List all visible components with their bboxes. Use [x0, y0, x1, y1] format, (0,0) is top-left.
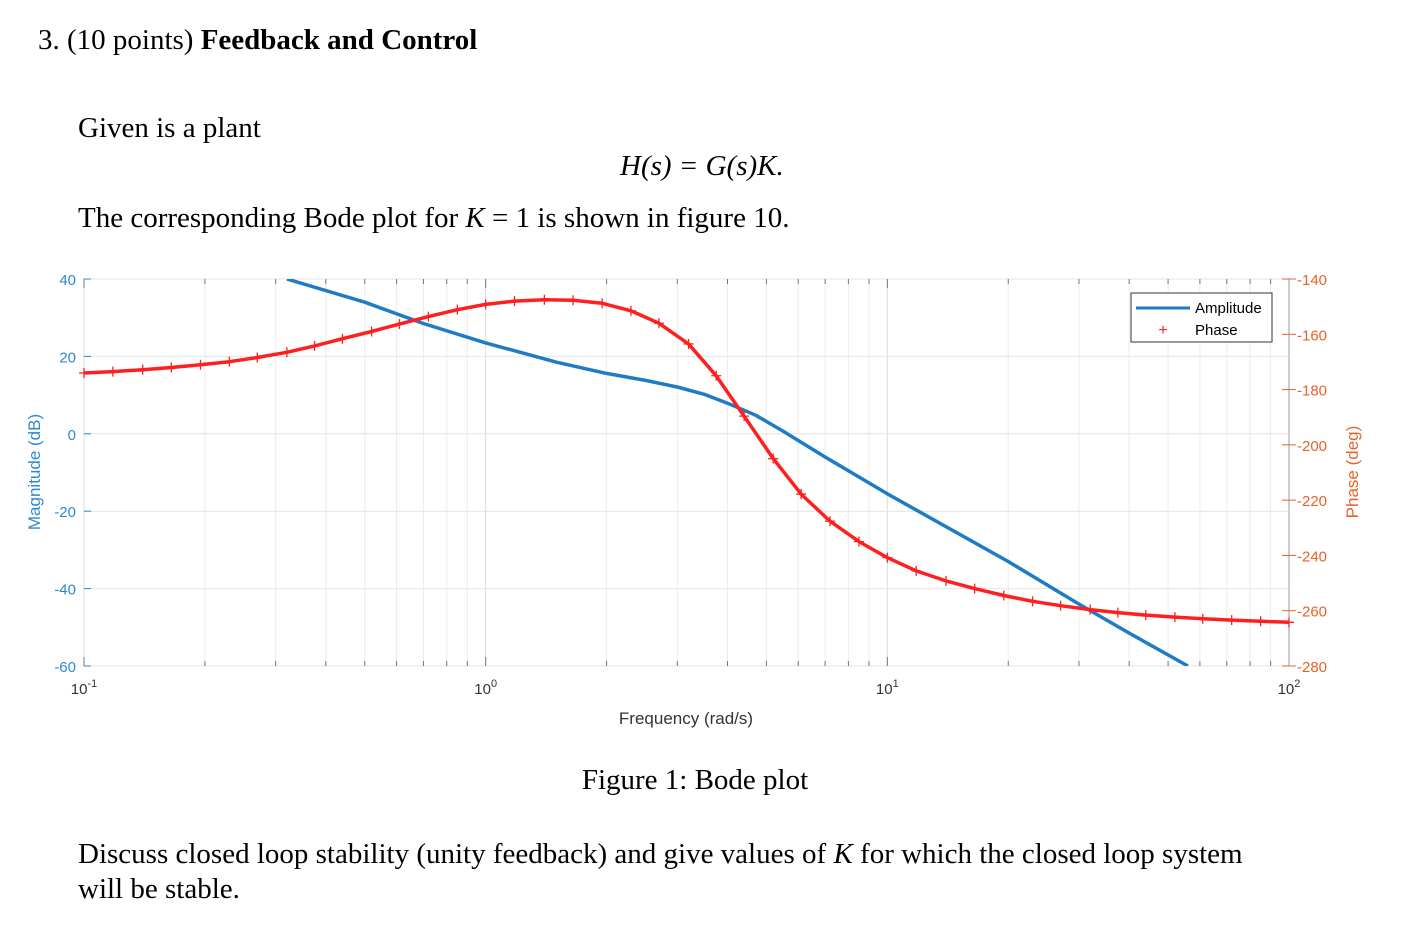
figure-caption: Figure 1: Bode plot: [581, 764, 809, 796]
right-tick-label: -220: [1297, 493, 1327, 510]
right-tick-label: -140: [1297, 272, 1327, 289]
x-tick-label: 102: [1278, 678, 1301, 698]
phase-marker: [796, 489, 807, 500]
plot-ticks: 40 20 0 -20 -40 -60 -140 -160 -180 -200 -220 -240 -2…: [54, 272, 1327, 698]
phase-marker: [969, 583, 980, 594]
bode-sentence-k: K: [465, 202, 485, 234]
x-tick-label: 10-1: [71, 678, 97, 698]
phase-marker: [107, 366, 118, 377]
bode-plot: 40 20 0 -20 -40 -60 -140 -160 -180 -200 -220 -240 -2…: [25, 272, 1362, 728]
phase-marker: [137, 364, 148, 375]
right-tick-label: -280: [1297, 659, 1327, 676]
phase-marker: [625, 305, 636, 316]
bode-sentence-post: = 1 is shown in figure 10.: [484, 202, 790, 234]
discussion-pre: Discuss closed loop stability (unity fee…: [78, 838, 834, 870]
phase-marker: [224, 356, 235, 367]
discussion-line-1: Discuss closed loop stability (unity fee…: [78, 838, 1243, 871]
phase-marker: [79, 367, 89, 378]
phase-marker: [1140, 610, 1151, 621]
discussion-k: K: [833, 838, 853, 870]
bode-sentence: The corresponding Bode plot for K = 1 is…: [78, 202, 789, 235]
phase-marker: [1226, 615, 1237, 626]
x-tick-label: 101: [876, 678, 899, 698]
question-number: 3.: [38, 24, 60, 56]
phase-marker: [166, 362, 177, 373]
question-points: (10 points): [67, 24, 194, 56]
legend-phase-label: Phase: [1195, 322, 1238, 339]
phase-marker: [1027, 596, 1038, 607]
plot-grid: [83, 278, 1289, 667]
discussion-post: for which the closed loop system: [852, 838, 1243, 870]
legend-amplitude-label: Amplitude: [1195, 300, 1262, 317]
phase-marker: [1255, 616, 1266, 627]
phase-marker: [509, 296, 520, 307]
phase-marker: [1055, 600, 1066, 611]
phase-marker: [768, 453, 779, 464]
discussion-line-2: will be stable.: [78, 873, 240, 905]
question-title: Feedback and Control: [200, 24, 478, 56]
plant-equation: H(s) = G(s)K.: [620, 150, 784, 182]
right-tick-label: -160: [1297, 327, 1327, 344]
phase-marker: [394, 319, 405, 330]
plot-series: [79, 279, 1294, 666]
phase-marker: [653, 318, 664, 329]
left-tick-label: -40: [54, 582, 76, 599]
x-tick-label: 100: [474, 678, 497, 698]
right-tick-label: -260: [1297, 604, 1327, 621]
phase-marker: [452, 304, 463, 315]
phase-marker: [825, 516, 836, 527]
phase-marker: [911, 565, 922, 576]
bode-sentence-pre: The corresponding Bode plot for: [78, 202, 466, 234]
phase-marker: [366, 326, 377, 337]
y-axis-label-right: Phase (deg): [1343, 426, 1362, 519]
question-heading: 3. (10 points) Feedback and Control: [38, 24, 477, 57]
phase-marker: [1085, 604, 1096, 615]
phase-marker: [309, 340, 320, 351]
amplitude-curve: [286, 279, 1189, 666]
phase-marker: [337, 333, 348, 344]
phase-marker: [597, 298, 608, 309]
legend-phase-swatch: +: [1158, 322, 1167, 339]
phase-marker: [252, 352, 263, 363]
phase-marker: [1169, 612, 1180, 623]
phase-marker: [941, 575, 952, 586]
right-tick-label: -200: [1297, 438, 1327, 455]
phase-marker: [1197, 613, 1208, 624]
intro-text: Given is a plant: [78, 112, 261, 144]
phase-marker: [998, 590, 1009, 601]
legend-box: [1130, 292, 1273, 343]
left-tick-label: 0: [68, 427, 76, 444]
phase-marker: [1284, 617, 1294, 628]
left-tick-label: 40: [59, 272, 76, 289]
phase-marker: [739, 411, 750, 422]
phase-marker: [853, 536, 864, 547]
y-axis-label-left: Magnitude (dB): [25, 414, 44, 530]
legend: Amplitude + Phase: [1130, 292, 1273, 343]
phase-marker: [882, 552, 893, 563]
phase-marker: [480, 299, 491, 310]
phase-marker: [1112, 607, 1123, 618]
phase-marker: [711, 370, 722, 381]
phase-marker: [683, 338, 694, 349]
right-tick-label: -240: [1297, 548, 1327, 565]
phase-marker: [539, 294, 550, 305]
right-tick-label: -180: [1297, 383, 1327, 400]
left-tick-label: -60: [54, 659, 76, 676]
left-tick-label: -20: [54, 504, 76, 521]
x-axis-label: Frequency (rad/s): [619, 709, 753, 728]
phase-marker: [568, 295, 579, 306]
left-tick-label: 20: [59, 349, 76, 366]
phase-marker: [423, 311, 434, 322]
phase-marker: [195, 359, 206, 370]
plot-area: [83, 278, 1290, 667]
phase-marker: [281, 347, 292, 358]
